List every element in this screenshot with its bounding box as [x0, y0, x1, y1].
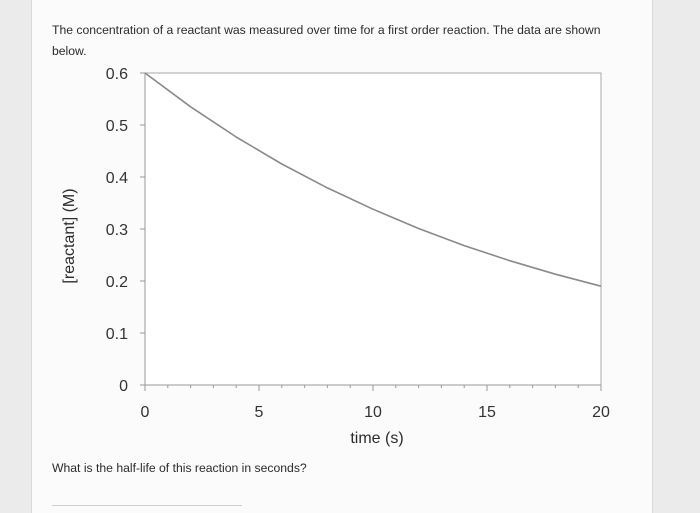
plot-area — [144, 72, 602, 386]
question-intro-text: The concentration of a reactant was meas… — [52, 23, 601, 58]
x-tick-label: 0 — [141, 404, 150, 421]
y-axis-title: [reactant] (M) — [61, 188, 78, 283]
y-tick-label: 0.3 — [106, 222, 128, 239]
y-tick-label: 0.5 — [106, 118, 128, 135]
data-series — [144, 72, 602, 287]
y-tick-label: 0.6 — [106, 66, 128, 83]
y-tick-label: 0.2 — [106, 274, 128, 291]
answer-field-edge — [52, 505, 242, 506]
x-tick-label: 10 — [364, 404, 382, 421]
y-axis: 0 0.1 0.2 0.3 0.4 0.5 0.6 — [106, 66, 146, 395]
x-axis: 0 5 10 15 20 — [141, 384, 610, 421]
y-tick-label: 0 — [119, 378, 128, 395]
y-tick-label: 0.4 — [106, 170, 128, 187]
x-tick-label: 5 — [255, 404, 264, 421]
y-tick-label: 0.1 — [106, 326, 128, 343]
x-tick-label: 20 — [592, 404, 610, 421]
x-axis-title: time (s) — [350, 430, 403, 447]
x-tick-label: 15 — [478, 404, 496, 421]
question-prompt-text: What is the half-life of this reaction i… — [52, 461, 307, 475]
concentration-curve — [144, 72, 602, 287]
